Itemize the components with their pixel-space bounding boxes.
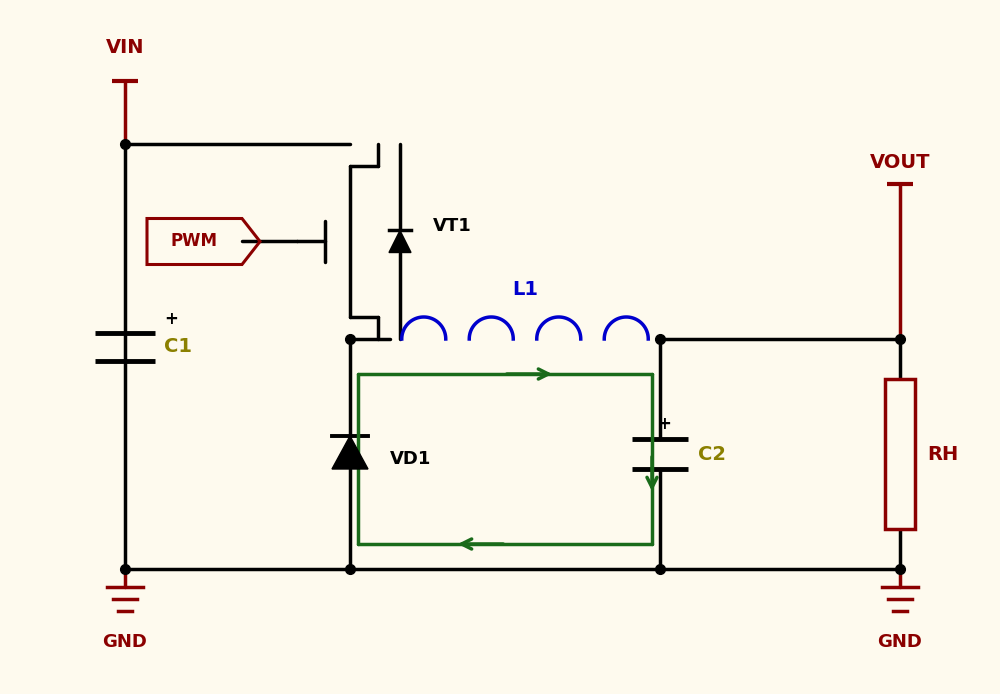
Text: RН: RН bbox=[927, 444, 958, 464]
Text: L1: L1 bbox=[512, 280, 538, 299]
Text: +: + bbox=[657, 415, 671, 433]
Text: GND: GND bbox=[878, 633, 922, 651]
Text: VT1: VT1 bbox=[433, 217, 472, 235]
Text: VIN: VIN bbox=[106, 38, 144, 57]
Text: VD1: VD1 bbox=[390, 450, 431, 468]
Text: VOUT: VOUT bbox=[870, 153, 930, 172]
Text: C1: C1 bbox=[164, 337, 192, 356]
Text: +: + bbox=[164, 310, 178, 328]
Polygon shape bbox=[332, 436, 368, 469]
Text: C2: C2 bbox=[698, 444, 726, 464]
Text: GND: GND bbox=[103, 633, 147, 651]
Polygon shape bbox=[389, 230, 411, 253]
Bar bbox=[885, 379, 915, 529]
Text: PWM: PWM bbox=[171, 232, 218, 251]
